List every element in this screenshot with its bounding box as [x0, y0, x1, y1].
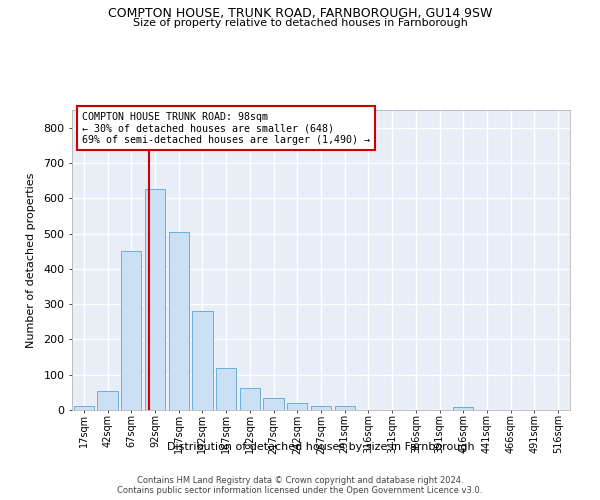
Bar [97, 390, 118, 410]
Bar [145, 190, 165, 410]
Bar [311, 406, 331, 410]
Bar [453, 407, 473, 410]
Bar [169, 232, 189, 410]
Text: Size of property relative to detached houses in Farnborough: Size of property relative to detached ho… [133, 18, 467, 28]
Text: COMPTON HOUSE TRUNK ROAD: 98sqm
← 30% of detached houses are smaller (648)
69% o: COMPTON HOUSE TRUNK ROAD: 98sqm ← 30% of… [82, 112, 370, 144]
Bar [193, 311, 212, 410]
Bar [240, 388, 260, 410]
Bar [335, 406, 355, 410]
Y-axis label: Number of detached properties: Number of detached properties [26, 172, 36, 348]
Text: COMPTON HOUSE, TRUNK ROAD, FARNBOROUGH, GU14 9SW: COMPTON HOUSE, TRUNK ROAD, FARNBOROUGH, … [108, 8, 492, 20]
Bar [287, 403, 307, 410]
Text: Contains public sector information licensed under the Open Government Licence v3: Contains public sector information licen… [118, 486, 482, 495]
Bar [263, 398, 284, 410]
Text: Distribution of detached houses by size in Farnborough: Distribution of detached houses by size … [167, 442, 475, 452]
Bar [216, 368, 236, 410]
Text: Contains HM Land Registry data © Crown copyright and database right 2024.: Contains HM Land Registry data © Crown c… [137, 476, 463, 485]
Bar [121, 251, 142, 410]
Bar [74, 406, 94, 410]
